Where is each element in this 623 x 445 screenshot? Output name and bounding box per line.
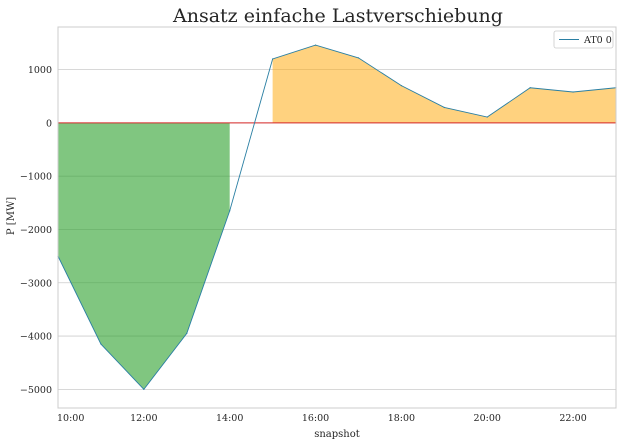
x-tick-label: 18:00	[388, 413, 415, 424]
x-tick-label: 14:00	[216, 413, 243, 424]
series-line-at0-0	[57, 44, 617, 391]
data-point	[314, 44, 317, 46]
data-point	[229, 210, 231, 212]
y-axis-label: P [MW]	[6, 197, 17, 235]
data-point	[272, 58, 274, 60]
data-point	[443, 106, 445, 109]
legend-box	[553, 30, 614, 49]
series-lines	[57, 44, 617, 391]
x-axis-label: snapshot	[314, 429, 360, 440]
data-point	[186, 332, 188, 334]
x-tick-label: 16:00	[302, 413, 329, 424]
chart-title: Ansatz einfache Lastverschiebung	[172, 5, 503, 27]
y-tick-label: −3000	[20, 278, 52, 289]
y-tick-label: −2000	[20, 225, 52, 236]
y-tick-labels: 1000 0 −1000 −2000 −3000 −4000 −5000	[20, 65, 52, 396]
y-tick-label: −1000	[20, 172, 52, 183]
data-point	[529, 87, 531, 89]
fill-area-1	[58, 122, 230, 390]
x-tick-label: 12:00	[130, 413, 157, 424]
y-tick-label: 0	[46, 118, 52, 129]
data-point	[400, 85, 402, 87]
x-tick-label: 20:00	[474, 413, 501, 424]
legend-label-at0-0: AT0 0	[583, 35, 612, 46]
fill-area-2	[272, 45, 616, 123]
y-tick-label: 1000	[28, 65, 52, 76]
x-tick-label: 10:00	[57, 413, 84, 424]
y-tick-label: −4000	[20, 332, 52, 343]
plot-frame	[57, 26, 617, 409]
x-tick-label: 22:00	[559, 413, 586, 424]
data-point	[100, 343, 102, 345]
data-point	[572, 91, 574, 93]
data-point	[357, 57, 360, 59]
y-tick-label: −5000	[20, 385, 52, 396]
data-point	[486, 116, 488, 118]
x-tick-labels: 10:00 12:00 14:00 16:00 18:00 20:00 22:00	[57, 413, 587, 424]
fill-areas	[58, 45, 616, 390]
legend: AT0 0	[553, 30, 614, 49]
data-point	[143, 388, 145, 390]
